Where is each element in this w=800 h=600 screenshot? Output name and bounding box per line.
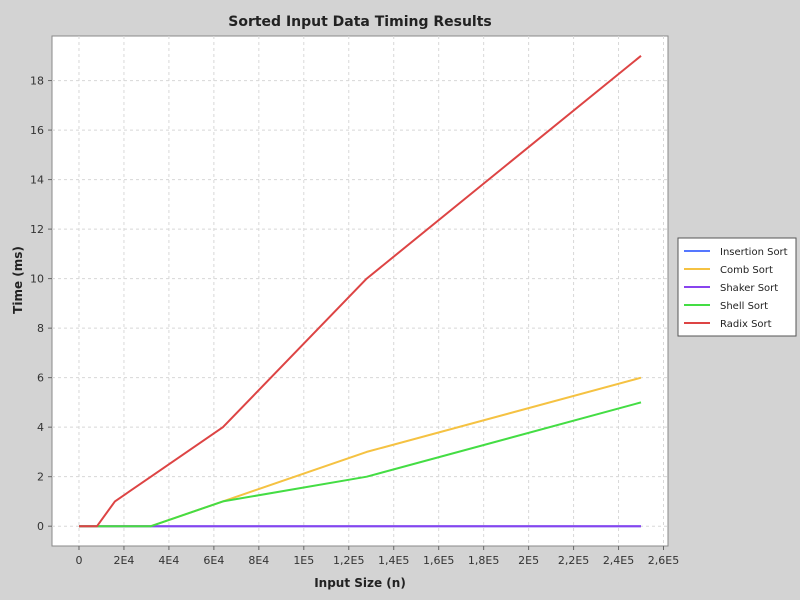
legend-label-insertion-sort: Insertion Sort bbox=[720, 247, 788, 258]
x-tick-label: 8E4 bbox=[248, 554, 269, 567]
x-tick-label: 0 bbox=[75, 554, 82, 567]
x-tick-label: 6E4 bbox=[203, 554, 224, 567]
y-tick-label: 4 bbox=[37, 421, 44, 434]
y-tick-label: 0 bbox=[37, 520, 44, 533]
x-tick-label: 1,2E5 bbox=[333, 554, 364, 567]
legend-label-shell-sort: Shell Sort bbox=[720, 301, 768, 312]
x-tick-label: 1,8E5 bbox=[468, 554, 499, 567]
plot-area bbox=[51, 35, 669, 547]
x-axis-label: Input Size (n) bbox=[314, 576, 406, 590]
y-tick-label: 18 bbox=[30, 75, 44, 88]
y-tick-label: 14 bbox=[30, 174, 44, 187]
axes: 0 2E4 4E4 6E4 8E4 1E5 1,2E5 1,4E5 1,6E5 1,8E5 2E5 2… bbox=[30, 75, 679, 567]
x-tick-label: 1,6E5 bbox=[423, 554, 454, 567]
y-axis-label: Time (ms) bbox=[11, 246, 25, 314]
y-tick-label: 2 bbox=[37, 471, 44, 484]
x-tick-label: 2,4E5 bbox=[603, 554, 634, 567]
chart-title: Sorted Input Data Timing Results bbox=[228, 14, 492, 30]
legend-label-shaker-sort: Shaker Sort bbox=[720, 283, 778, 294]
y-tick-label: 6 bbox=[37, 372, 44, 385]
y-tick-label: 8 bbox=[37, 322, 44, 335]
y-tick-label: 12 bbox=[30, 223, 44, 236]
x-tick-label: 2,2E5 bbox=[558, 554, 589, 567]
grid bbox=[52, 36, 668, 546]
series-line-radix-sort bbox=[79, 55, 642, 528]
legend-label-radix-sort: Radix Sort bbox=[720, 319, 772, 330]
x-tick-label: 2E5 bbox=[518, 554, 539, 567]
x-tick-label: 1,4E5 bbox=[378, 554, 409, 567]
x-tick-label: 2,6E5 bbox=[648, 554, 679, 567]
x-tick-label: 1E5 bbox=[293, 554, 314, 567]
y-tick-label: 10 bbox=[30, 273, 44, 286]
x-tick-label: 2E4 bbox=[113, 554, 134, 567]
y-tick-label: 16 bbox=[30, 124, 44, 137]
legend-label-comb-sort: Comb Sort bbox=[720, 265, 773, 276]
x-tick-label: 4E4 bbox=[158, 554, 179, 567]
legend: Insertion Sort Comb Sort Shaker Sort Shell … bbox=[677, 237, 797, 337]
series-lines bbox=[79, 55, 642, 528]
